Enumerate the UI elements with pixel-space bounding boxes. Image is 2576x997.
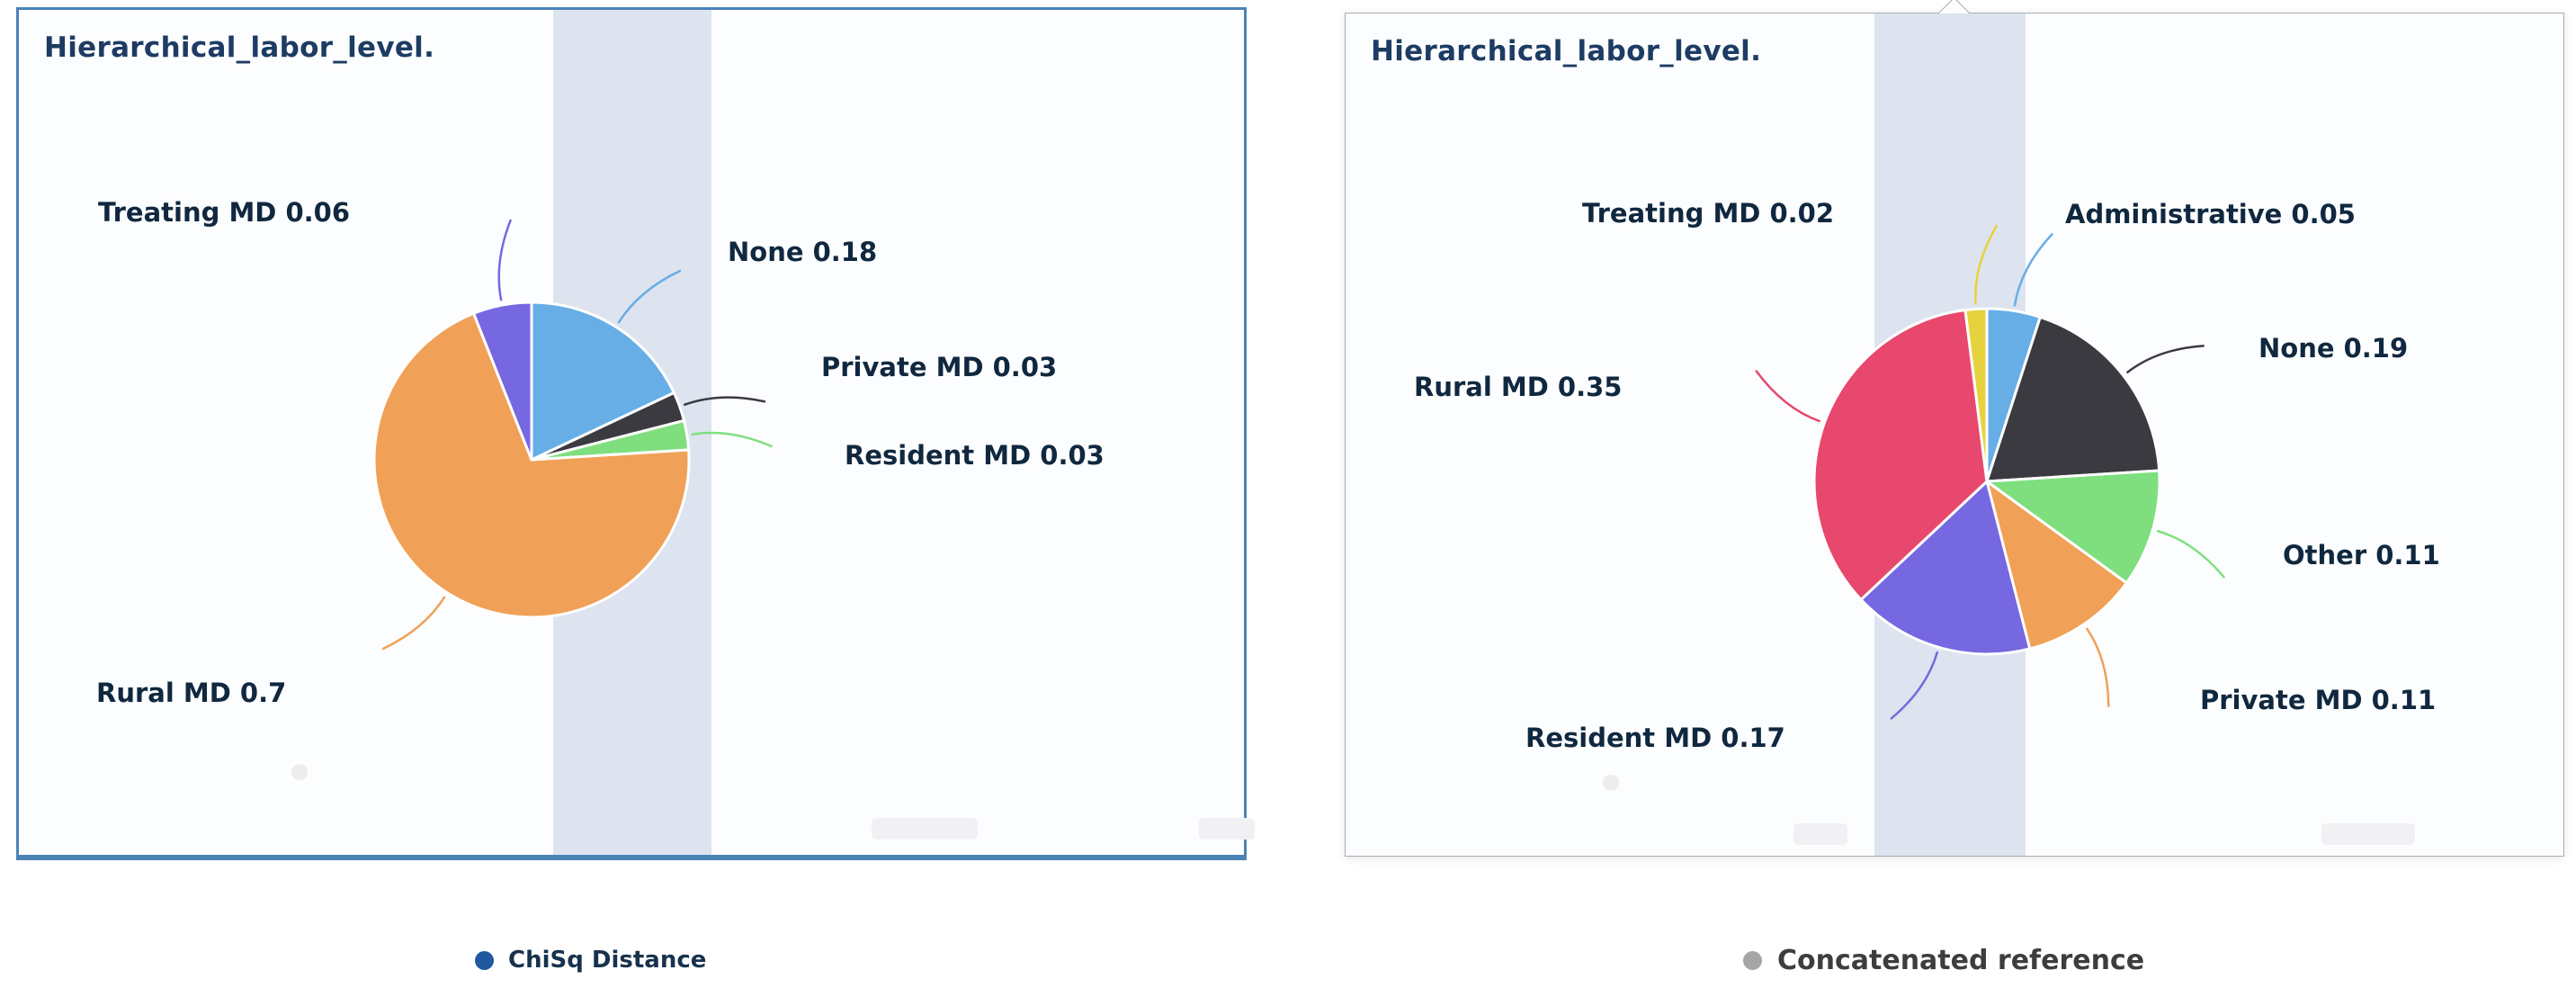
- slice-label-none: None 0.19: [2258, 333, 2409, 364]
- legend-concatenated-reference[interactable]: Concatenated reference: [1743, 945, 2144, 976]
- legend-chisq-distance[interactable]: ChiSq Distance: [475, 947, 706, 974]
- pie-slice-none[interactable]: [1985, 315, 2161, 483]
- legend-label: Concatenated reference: [1777, 945, 2145, 976]
- pie-slice-treating-md[interactable]: [1963, 307, 1989, 483]
- slice-label-none: None 0.18: [728, 237, 878, 267]
- slice-label-treating-md: Treating MD 0.02: [1582, 198, 1835, 229]
- leader-line-rural-md: [381, 596, 446, 651]
- leader-line-rural-md: [1755, 370, 1820, 423]
- leader-line-treating-md: [497, 219, 512, 301]
- leader-line-other: [2156, 529, 2225, 579]
- pie-slice-private-md[interactable]: [1985, 480, 2128, 651]
- pie-slice-resident-md[interactable]: [1859, 480, 2032, 656]
- background-artifact: [872, 818, 978, 840]
- slice-label-resident-md: Resident MD 0.03: [845, 440, 1105, 471]
- background-artifact: [1793, 823, 1847, 845]
- slice-label-rural-md: Rural MD 0.7: [96, 678, 287, 708]
- pie-slice-other[interactable]: [1985, 469, 2161, 585]
- slice-label-resident-md: Resident MD 0.17: [1525, 723, 1785, 753]
- pie-slice-rural-md[interactable]: [372, 311, 691, 619]
- pie-chart-chisq[interactable]: [19, 10, 1244, 855]
- leader-line-treating-md: [1974, 224, 1998, 305]
- leader-line-administrative: [2013, 233, 2053, 307]
- legend-label: ChiSq Distance: [508, 947, 707, 974]
- pie-slice-none[interactable]: [530, 301, 675, 462]
- background-artifact: [1199, 818, 1255, 840]
- leader-line-resident-md: [691, 431, 773, 448]
- background-artifact: [2321, 823, 2415, 845]
- background-artifact: [1603, 775, 1619, 791]
- slice-label-other: Other 0.11: [2283, 540, 2440, 570]
- pie-slice-treating-md[interactable]: [472, 301, 533, 462]
- legend-dot-chisq[interactable]: [475, 950, 494, 970]
- panel-title: Hierarchical_labor_level.: [44, 31, 435, 64]
- slice-label-treating-md: Treating MD 0.06: [98, 197, 351, 228]
- background-artifact: [291, 764, 308, 780]
- slice-label-administrative: Administrative 0.05: [2065, 199, 2356, 229]
- pie-slice-rural-md[interactable]: [1812, 309, 1989, 601]
- leader-line-private-md: [2086, 627, 2110, 707]
- panel-title: Hierarchical_labor_level.: [1371, 35, 1762, 67]
- slice-label-rural-md: Rural MD 0.35: [1414, 372, 1623, 402]
- legend-dot-concatenated[interactable]: [1743, 951, 1762, 970]
- chisq-distance-panel: Hierarchical_labor_level. Treating MD 0.…: [16, 7, 1255, 860]
- slice-label-private-md: Private MD 0.11: [2200, 685, 2437, 715]
- slice-label-private-md: Private MD 0.03: [821, 352, 1058, 382]
- pie-chart-concatenated[interactable]: [1346, 13, 2563, 856]
- leader-line-private-md: [684, 396, 766, 406]
- leader-line-resident-md: [1890, 651, 1939, 720]
- concatenated-reference-panel: Hierarchical_labor_level. Treating MD 0.…: [1345, 0, 2564, 857]
- leader-line-none: [2126, 345, 2205, 373]
- leader-line-none: [617, 269, 682, 324]
